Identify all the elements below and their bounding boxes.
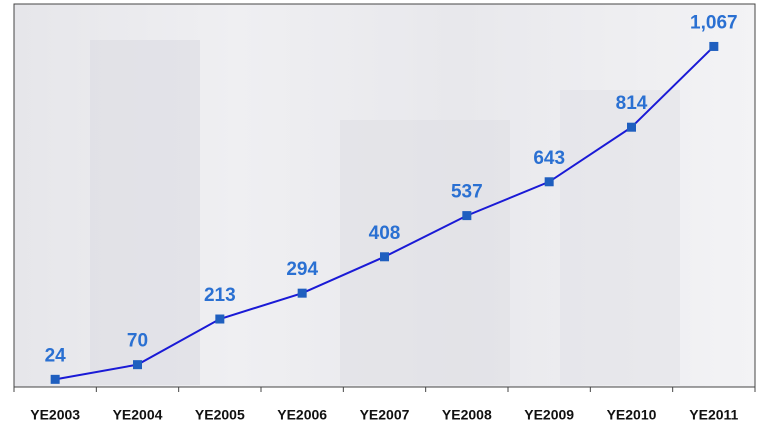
data-label: 24 bbox=[45, 345, 67, 366]
page: {"chart_data": {"type": "line", "categor… bbox=[0, 0, 757, 427]
data-label: 643 bbox=[533, 148, 565, 169]
data-label: 213 bbox=[204, 285, 236, 306]
data-label: 294 bbox=[286, 259, 318, 280]
data-label: 537 bbox=[451, 182, 483, 203]
x-tick-label: YE2011 bbox=[689, 407, 738, 423]
marker bbox=[298, 289, 307, 298]
x-tick-label: YE2010 bbox=[607, 407, 657, 423]
data-label: 814 bbox=[616, 93, 648, 114]
marker bbox=[709, 42, 718, 51]
data-label: 70 bbox=[127, 331, 148, 352]
x-tick-label: YE2003 bbox=[30, 407, 80, 423]
x-tick-label: YE2004 bbox=[113, 407, 163, 423]
x-tick-label: YE2008 bbox=[442, 407, 492, 423]
marker bbox=[133, 360, 142, 369]
marker bbox=[51, 375, 60, 384]
x-tick-label: YE2005 bbox=[195, 407, 245, 423]
chart: YE2003 YE2004 YE2005 YE2006 YE2007 YE2008 YE20… bbox=[0, 0, 757, 427]
marker bbox=[380, 252, 389, 261]
x-tick-label: YE2007 bbox=[360, 407, 410, 423]
marker bbox=[545, 177, 554, 186]
x-tick-label: YE2006 bbox=[277, 407, 327, 423]
marker bbox=[627, 123, 636, 132]
data-label: 1,067 bbox=[690, 12, 738, 33]
marker bbox=[215, 315, 224, 324]
background-shape bbox=[340, 120, 510, 385]
data-label: 408 bbox=[369, 223, 401, 244]
marker bbox=[462, 211, 471, 220]
x-tick-label: YE2009 bbox=[524, 407, 574, 423]
